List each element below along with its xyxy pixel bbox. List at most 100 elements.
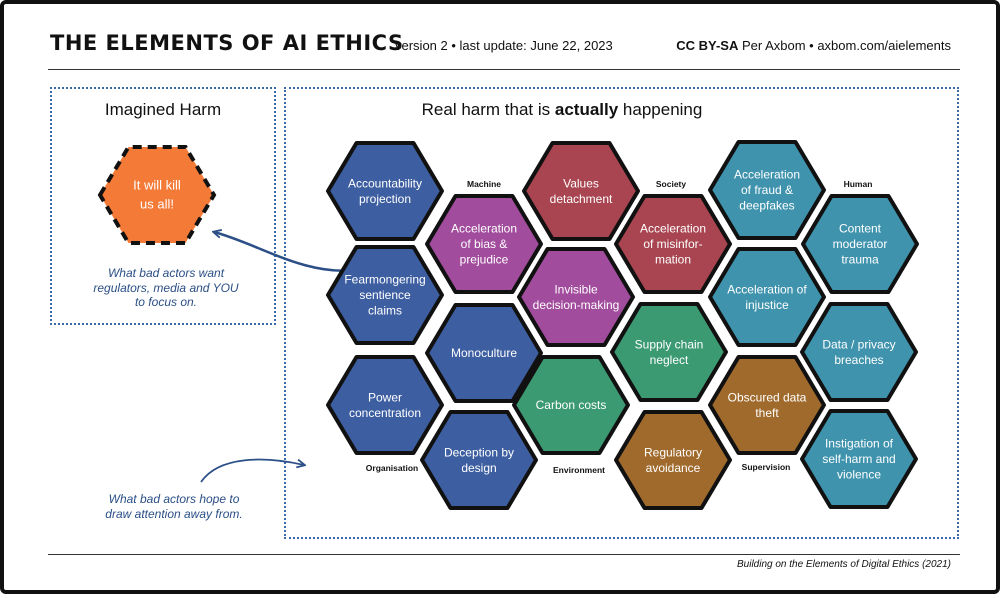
hexagon-label: mation	[655, 253, 691, 267]
hexagon-label: Regulatory	[644, 445, 702, 459]
note-line: to focus on.	[134, 295, 198, 309]
imagined-harm-title: Imagined Harm	[104, 100, 222, 119]
hexagon-label: Acceleration	[640, 222, 706, 236]
hexagon-shape	[425, 303, 543, 403]
hexagon-label: Monoculture	[451, 346, 517, 360]
hexagon-label: Acceleration	[451, 222, 517, 236]
hexagon-label: self-harm and	[822, 452, 895, 466]
hexagon-data-privacy-breaches: Data / privacy breaches	[800, 302, 918, 402]
hexagon-invisible-decision-making: Invisible decision-making	[517, 247, 635, 347]
hexagon-label: theft	[755, 406, 779, 420]
hexagon-deception-by-design: Deception by design	[420, 410, 538, 510]
footer-divider	[48, 554, 960, 555]
header-divider	[48, 69, 960, 70]
hexagon-shape	[522, 141, 640, 241]
note-line: regulators, media and YOU	[93, 280, 239, 295]
hexagon-label: injustice	[745, 298, 789, 312]
hexagon-label: sentience	[359, 288, 411, 302]
hexagon-accountability-projection: Accountability projection	[326, 141, 444, 241]
hexagon-label: Data / privacy	[822, 337, 895, 351]
imagined-harm-note: What bad actors want regulators, media a…	[76, 266, 256, 310]
hexagon-label: claims	[368, 304, 402, 318]
hexagon-carbon-costs: Carbon costs	[512, 355, 630, 455]
hexagon-label: Supply chain	[635, 337, 704, 351]
hexagon-label: Deception by	[444, 445, 514, 459]
hexagon-label: concentration	[349, 406, 421, 420]
category-label-human: Human	[844, 179, 873, 189]
hexagon-shape	[708, 140, 826, 240]
hexagon-shape	[425, 194, 543, 294]
real-title-pre: Real harm that is	[421, 100, 555, 119]
license-label: CC BY-SA	[676, 38, 739, 53]
hexagon-label: prejudice	[460, 253, 509, 267]
hexagon-label: Acceleration of	[727, 282, 807, 296]
hexagon-shape	[614, 410, 732, 510]
hexagon-label: Values	[563, 176, 599, 190]
hexagon-shape	[97, 145, 217, 245]
hexagon-label: trauma	[841, 253, 879, 267]
note-line: What bad actors hope to	[108, 492, 240, 506]
hexagon-label: violence	[837, 468, 881, 482]
page-title: THE ELEMENTS OF AI ETHICS	[50, 31, 404, 55]
hexagon-shape	[610, 302, 728, 402]
hexagon-monoculture: Monoculture	[425, 303, 543, 403]
real-harm-title: Real harm that is actually happening	[284, 100, 840, 120]
version-subtitle: version 2 • last update: June 22, 2023	[395, 38, 613, 53]
hexagon-label: of misinfor-	[643, 237, 702, 251]
hexagon-label: moderator	[833, 237, 888, 251]
hexagon-shape	[708, 247, 826, 347]
hexagon-power-concentration: Power concentration	[326, 355, 444, 455]
hexagon-label: Fearmongering	[344, 273, 425, 287]
hexagon-shape	[708, 355, 826, 455]
hexagon-label: Invisible	[554, 282, 598, 296]
hexagon-obscured-data-theft: Obscured data theft	[708, 355, 826, 455]
hexagon-values-detachment: Values detachment	[522, 141, 640, 241]
note-line: What bad actors want	[107, 266, 225, 280]
hexagon-label: Acceleration	[734, 168, 800, 182]
hexagon-shape	[517, 247, 635, 347]
real-title-emphasis: actually	[554, 100, 619, 119]
hexagon-label: breaches	[834, 353, 883, 367]
hexagon-label: avoidance	[646, 461, 701, 475]
hexagon-shape	[326, 355, 444, 455]
hexagon-label: deepfakes	[739, 199, 794, 213]
hexagon-acceleration-of-injustice: Acceleration of injustice	[708, 247, 826, 347]
real-harm-note: What bad actors hope to draw attention a…	[84, 492, 264, 521]
hexagon-shape	[326, 245, 444, 345]
hexagon-label: It will kill	[133, 178, 181, 193]
hexagon-shape	[801, 194, 919, 294]
hexagon-shape	[326, 141, 444, 241]
hexagon-shape	[420, 410, 538, 510]
hexagon-label: Power	[368, 390, 402, 404]
hexagon-label: Carbon costs	[536, 398, 607, 412]
hexagon-shape	[800, 302, 918, 402]
category-label-machine: Machine	[467, 179, 501, 189]
hexagon-shape	[614, 194, 732, 294]
author-credit: Per Axbom • axbom.com/aielements	[738, 38, 951, 53]
category-label-environment: Environment	[553, 465, 605, 475]
hexagon-label: of fraud &	[741, 183, 793, 197]
hexagon-label: decision-making	[533, 298, 620, 312]
imagined-harm-panel	[50, 87, 276, 325]
license-line: CC BY-SA Per Axbom • axbom.com/aielement…	[676, 38, 951, 53]
hexagon-regulatory-avoidance: Regulatory avoidance	[614, 410, 732, 510]
real-title-post: happening	[618, 100, 703, 119]
hexagon-label: design	[461, 461, 496, 475]
hexagon-label: Content	[839, 222, 882, 236]
footer-credit: Building on the Elements of Digital Ethi…	[736, 559, 951, 570]
category-label-organisation: Organisation	[366, 463, 418, 473]
arrow-to-real-icon	[200, 458, 304, 483]
hexagon-supply-chain-neglect: Supply chain neglect	[610, 302, 728, 402]
arrow-to-imagined-icon	[214, 232, 357, 272]
real-harm-panel	[284, 87, 959, 539]
hexagon-shape	[800, 409, 918, 509]
hexagon-shape	[512, 355, 630, 455]
category-label-society: Society	[656, 179, 687, 189]
hexagon-label: neglect	[650, 353, 689, 367]
